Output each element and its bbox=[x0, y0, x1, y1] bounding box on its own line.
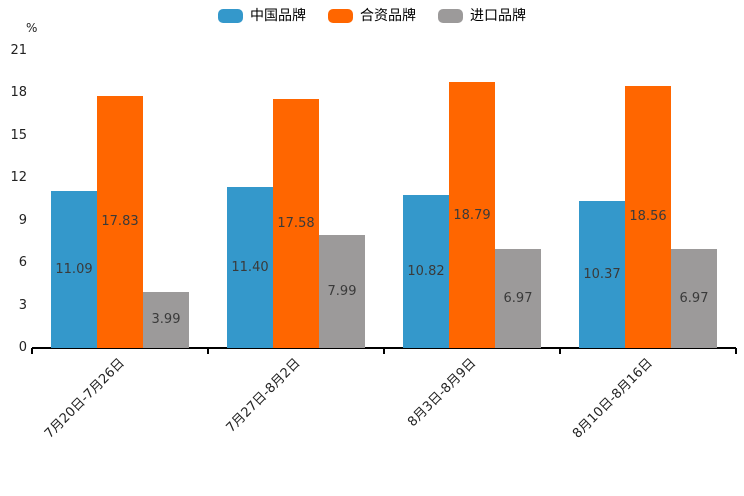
legend-item-china-brand[interactable]: 中国品牌 bbox=[218, 8, 306, 24]
y-axis-unit-label: % bbox=[26, 21, 38, 35]
bar-value-label: 17.83 bbox=[101, 214, 139, 230]
x-axis-tick bbox=[31, 348, 33, 354]
bar-value-label: 18.56 bbox=[629, 209, 667, 225]
y-axis-tick-label: 3 bbox=[18, 297, 27, 313]
x-axis-tick bbox=[207, 348, 209, 354]
bar-china-brand-group-3[interactable]: 10.82 bbox=[403, 194, 449, 348]
legend-swatch-import-brand bbox=[438, 9, 463, 23]
x-axis-tick bbox=[735, 348, 737, 354]
bar-value-label: 17.58 bbox=[277, 216, 315, 232]
bar-joint-venture-brand-group-2[interactable]: 17.58 bbox=[273, 99, 319, 348]
x-axis-tick bbox=[383, 348, 385, 354]
legend-label: 进口品牌 bbox=[470, 8, 526, 24]
bar-china-brand-group-1[interactable]: 11.09 bbox=[51, 191, 97, 348]
legend-label: 中国品牌 bbox=[250, 8, 306, 24]
legend-swatch-china-brand bbox=[218, 9, 243, 23]
bar-value-label: 10.37 bbox=[583, 267, 621, 283]
x-axis-category-label: 8月3日-8月9日 bbox=[405, 355, 480, 430]
x-axis-category-label: 7月27日-8月2日 bbox=[223, 355, 304, 436]
bar-value-label: 11.40 bbox=[231, 259, 269, 275]
legend-swatch-joint-venture-brand bbox=[328, 9, 353, 23]
y-axis-tick-label: 21 bbox=[10, 43, 27, 58]
bar-value-label: 6.97 bbox=[679, 291, 709, 307]
y-axis-tick-label: 9 bbox=[18, 212, 27, 228]
x-axis-category-label: 7月20日-7月26日 bbox=[41, 355, 128, 442]
y-axis-tick-label: 12 bbox=[10, 170, 27, 186]
bar-joint-venture-brand-group-1[interactable]: 17.83 bbox=[97, 95, 143, 348]
bar-value-label: 3.99 bbox=[151, 312, 181, 328]
y-axis-tick-label: 18 bbox=[10, 85, 27, 101]
bar-import-brand-group-1[interactable]: 3.99 bbox=[143, 291, 189, 348]
legend-item-joint-venture-brand[interactable]: 合资品牌 bbox=[328, 8, 416, 24]
bar-joint-venture-brand-group-4[interactable]: 18.56 bbox=[625, 85, 671, 348]
x-axis-tick bbox=[559, 348, 561, 354]
legend-item-import-brand[interactable]: 进口品牌 bbox=[438, 8, 526, 24]
y-axis-tick-label: 15 bbox=[10, 127, 27, 143]
legend-label: 合资品牌 bbox=[360, 8, 416, 24]
bar-value-label: 7.99 bbox=[327, 283, 357, 299]
bar-import-brand-group-3[interactable]: 6.97 bbox=[495, 249, 541, 348]
bar-joint-venture-brand-group-3[interactable]: 18.79 bbox=[449, 82, 495, 348]
bar-import-brand-group-4[interactable]: 6.97 bbox=[671, 249, 717, 348]
bar-china-brand-group-4[interactable]: 10.37 bbox=[579, 201, 625, 348]
bar-value-label: 11.09 bbox=[55, 262, 93, 278]
bar-value-label: 6.97 bbox=[503, 291, 533, 307]
chart-legend: 中国品牌 合资品牌 进口品牌 bbox=[0, 6, 744, 26]
bar-value-label: 18.79 bbox=[453, 207, 491, 223]
bar-import-brand-group-2[interactable]: 7.99 bbox=[319, 234, 365, 348]
x-axis-category-label: 8月10日-8月16日 bbox=[569, 355, 656, 442]
bar-value-label: 10.82 bbox=[407, 263, 445, 279]
y-axis-tick-label: 0 bbox=[18, 340, 27, 355]
bar-china-brand-group-2[interactable]: 11.40 bbox=[227, 186, 273, 348]
y-axis-tick-label: 6 bbox=[18, 255, 27, 271]
